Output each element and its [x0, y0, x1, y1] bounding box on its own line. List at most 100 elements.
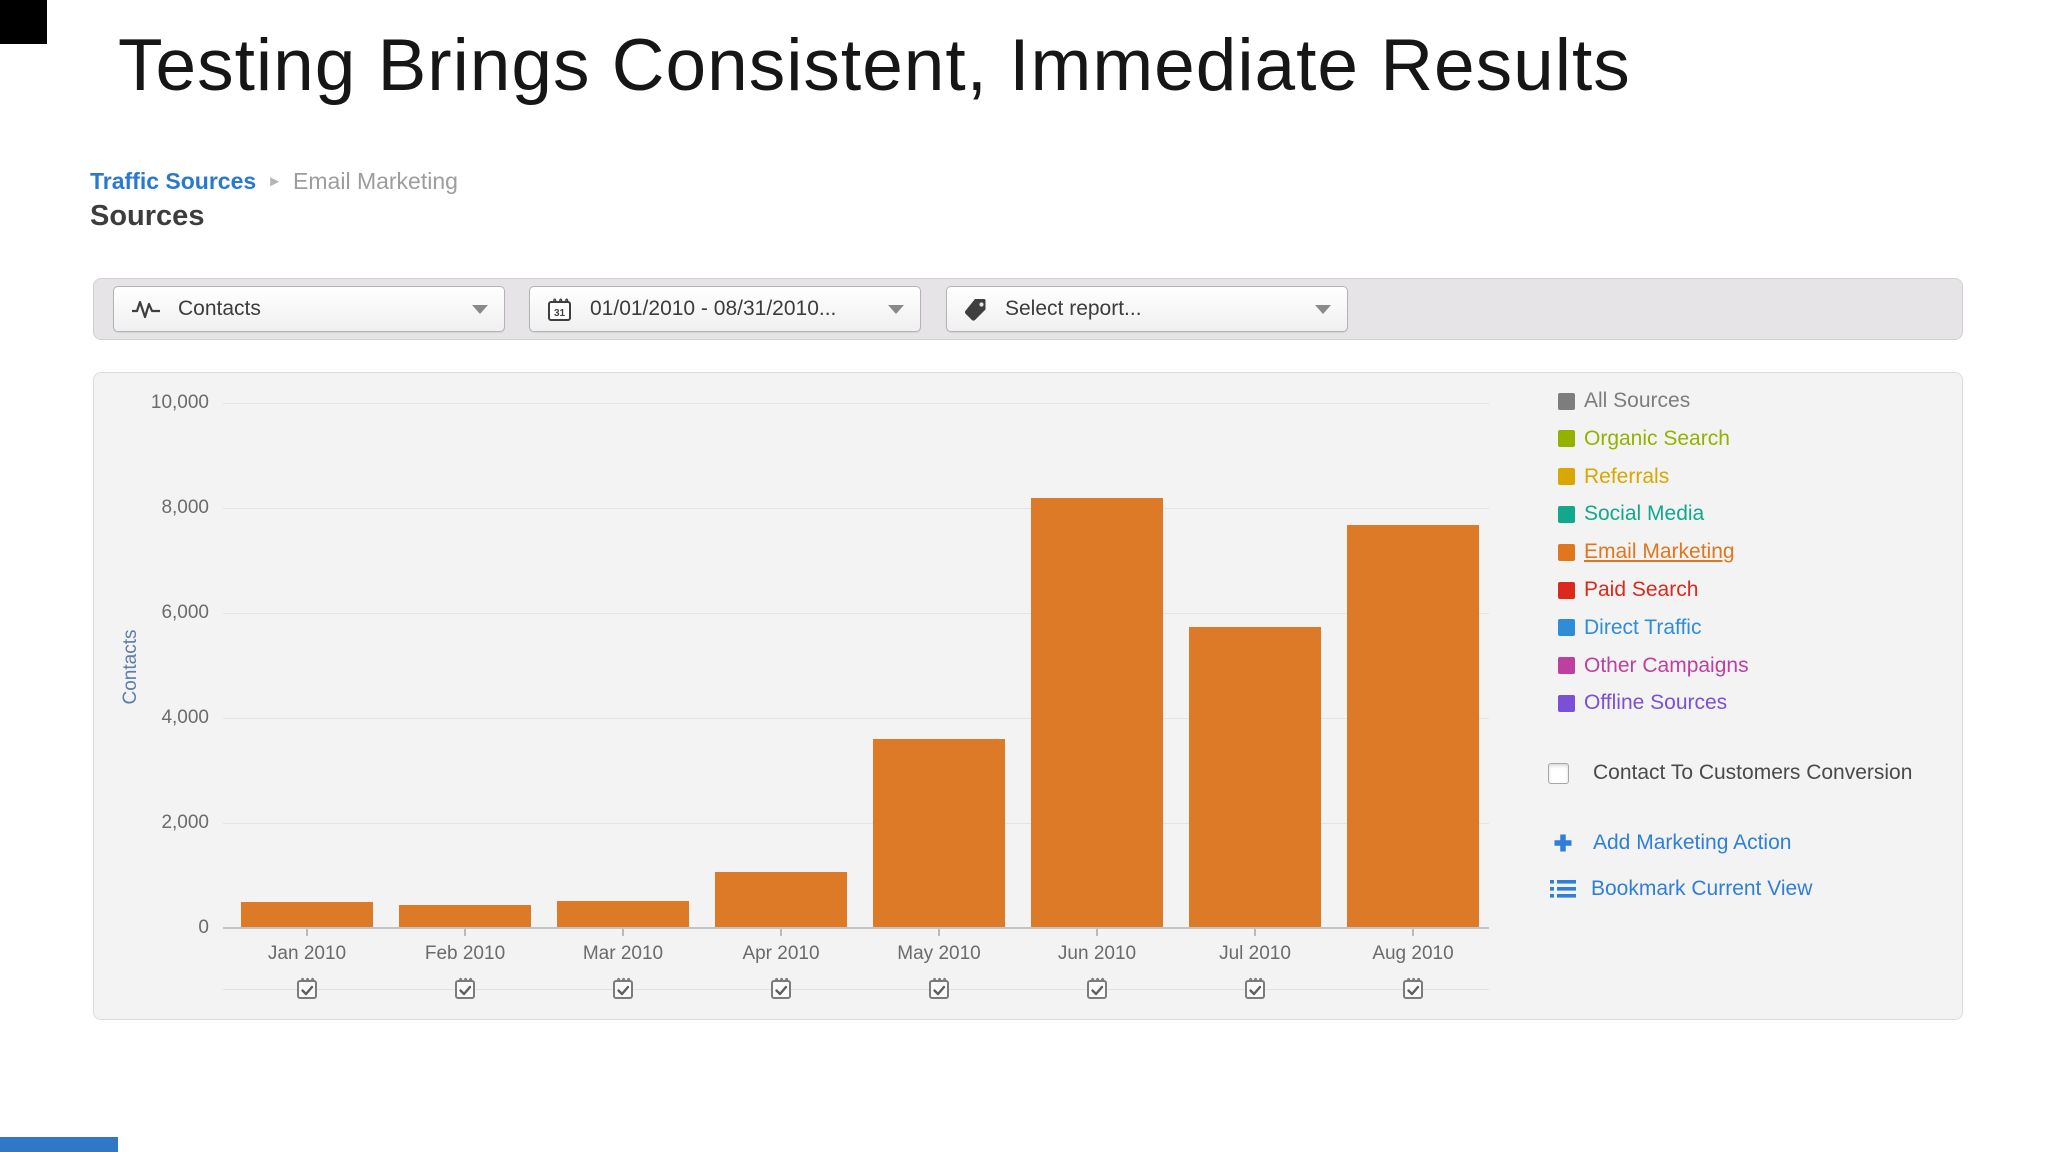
legend-item-all-sources[interactable]: All Sources	[1558, 388, 1690, 414]
x-tick-label: May 2010	[897, 943, 981, 964]
slide-footer-accent	[0, 1137, 118, 1152]
bar-jul-2010[interactable]	[1189, 627, 1321, 927]
legend-item-direct-traffic[interactable]: Direct Traffic	[1558, 615, 1701, 641]
chevron-down-icon	[888, 304, 904, 314]
calendar-check-icon[interactable]	[1242, 976, 1268, 1002]
legend-label: Organic Search	[1584, 426, 1730, 450]
calendar-check-icon[interactable]	[452, 976, 478, 1002]
legend-label: Paid Search	[1584, 578, 1699, 601]
bar-jan-2010[interactable]	[241, 901, 373, 927]
legend-label: Email Marketing	[1584, 540, 1735, 564]
x-tick-label: Mar 2010	[582, 943, 664, 964]
y-tick-label: 8,000	[161, 497, 209, 518]
legend-swatch	[1558, 657, 1575, 675]
bar-mar-2010[interactable]	[557, 901, 689, 927]
legend-swatch	[1558, 430, 1575, 448]
gridline	[223, 508, 1489, 509]
chart-panel: 0 2,000 4,000 6,000 8,000 10,000 Jan 2010 Feb 2…	[93, 372, 1963, 1020]
add-marketing-action-link[interactable]: Add Marketing Action	[1552, 831, 1791, 855]
legend-swatch	[1558, 505, 1575, 523]
y-tick-label: 6,000	[161, 602, 209, 623]
legend-swatch	[1558, 468, 1575, 486]
gridline	[223, 403, 1489, 404]
legend-item-social-media[interactable]: Social Media	[1558, 501, 1704, 527]
gridline	[223, 718, 1489, 719]
x-tick-mark	[622, 929, 624, 936]
calendar-check-icon[interactable]	[768, 976, 794, 1002]
gridline	[223, 613, 1489, 614]
legend-item-referrals[interactable]: Referrals	[1558, 464, 1669, 490]
breadcrumb-parent-link[interactable]: Traffic Sources	[90, 168, 257, 194]
report-toolbar: Contacts 31 01/01/2010 - 08/31/2010... S…	[93, 278, 1963, 340]
slide-corner-mark	[0, 0, 47, 44]
legend-item-paid-search[interactable]: Paid Search	[1558, 577, 1698, 603]
chevron-down-icon	[1315, 304, 1331, 314]
x-tick-label: Jun 2010	[1057, 943, 1137, 964]
sparkline-icon	[130, 296, 162, 322]
bar-jun-2010[interactable]	[1031, 497, 1163, 927]
legend-item-email-marketing[interactable]: Email Marketing	[1558, 539, 1735, 565]
y-axis-title: Contacts	[120, 629, 141, 705]
legend-swatch	[1558, 581, 1575, 599]
conversion-toggle-row: Contact To Customers Conversion	[1548, 761, 1912, 785]
bar-chart: 0 2,000 4,000 6,000 8,000 10,000 Jan 2010 Feb 2…	[94, 373, 1962, 1019]
calendar-check-icon[interactable]	[294, 976, 320, 1002]
y-tick-label: 4,000	[161, 707, 209, 728]
x-tick-mark	[780, 929, 782, 936]
legend-item-organic-search[interactable]: Organic Search	[1558, 426, 1730, 452]
daterange-dropdown-label: 01/01/2010 - 08/31/2010...	[590, 297, 837, 320]
bar-aug-2010[interactable]	[1347, 524, 1479, 927]
legend-label: Other Campaigns	[1584, 653, 1749, 677]
plus-icon	[1552, 832, 1576, 854]
legend-label: All Sources	[1584, 389, 1691, 412]
legend-label: Direct Traffic	[1584, 615, 1702, 639]
metric-dropdown[interactable]: Contacts	[113, 286, 505, 332]
bookmark-current-view-label: Bookmark Current View	[1591, 877, 1813, 900]
x-tick-mark	[1254, 929, 1256, 936]
legend-item-offline-sources[interactable]: Offline Sources	[1558, 690, 1727, 716]
breadcrumb-arrow-icon: ►	[267, 173, 283, 190]
x-tick-mark	[464, 929, 466, 936]
legend-swatch	[1558, 543, 1575, 561]
metric-dropdown-label: Contacts	[178, 297, 261, 320]
legend-label: Offline Sources	[1584, 691, 1728, 715]
legend-swatch	[1558, 392, 1575, 410]
x-tick-label: Jul 2010	[1219, 943, 1291, 964]
chevron-down-icon	[472, 304, 488, 314]
page-title: Sources	[90, 200, 205, 232]
breadcrumb: Traffic Sources ► Email Marketing	[90, 168, 458, 195]
legend-swatch	[1558, 619, 1575, 637]
calendar-check-icon[interactable]	[1084, 976, 1110, 1002]
daterange-dropdown[interactable]: 31 01/01/2010 - 08/31/2010...	[529, 286, 921, 332]
add-marketing-action-label: Add Marketing Action	[1593, 831, 1792, 854]
x-tick-label: Jan 2010	[267, 943, 347, 964]
x-tick-mark	[1096, 929, 1098, 936]
calendar-check-icon[interactable]	[610, 976, 636, 1002]
calendar-check-icon[interactable]	[926, 976, 952, 1002]
breadcrumb-current: Email Marketing	[293, 168, 458, 194]
conversion-checkbox-label: Contact To Customers Conversion	[1593, 761, 1913, 784]
bar-may-2010[interactable]	[873, 739, 1005, 927]
legend-label: Referrals	[1584, 464, 1670, 488]
x-tick-mark	[1412, 929, 1414, 936]
x-tick-label: Feb 2010	[424, 943, 506, 964]
calendar-31-icon: 31	[546, 296, 574, 323]
x-tick-label: Apr 2010	[742, 943, 820, 964]
report-dropdown[interactable]: Select report...	[946, 286, 1348, 332]
bar-feb-2010[interactable]	[399, 904, 531, 927]
bookmark-current-view-link[interactable]: Bookmark Current View	[1550, 877, 1812, 901]
x-tick-mark	[306, 929, 308, 936]
marker-row-line	[223, 989, 1489, 990]
gridline	[223, 823, 1489, 824]
bar-apr-2010[interactable]	[715, 871, 847, 927]
y-tick-label: 2,000	[161, 812, 209, 833]
legend-swatch	[1558, 694, 1575, 712]
x-tick-mark	[938, 929, 940, 936]
calendar-check-icon[interactable]	[1400, 976, 1426, 1002]
list-icon	[1550, 879, 1576, 899]
x-tick-label: Aug 2010	[1372, 943, 1454, 964]
legend-item-other-campaigns[interactable]: Other Campaigns	[1558, 653, 1749, 679]
svg-text:31: 31	[554, 308, 566, 319]
conversion-checkbox[interactable]	[1548, 762, 1569, 784]
